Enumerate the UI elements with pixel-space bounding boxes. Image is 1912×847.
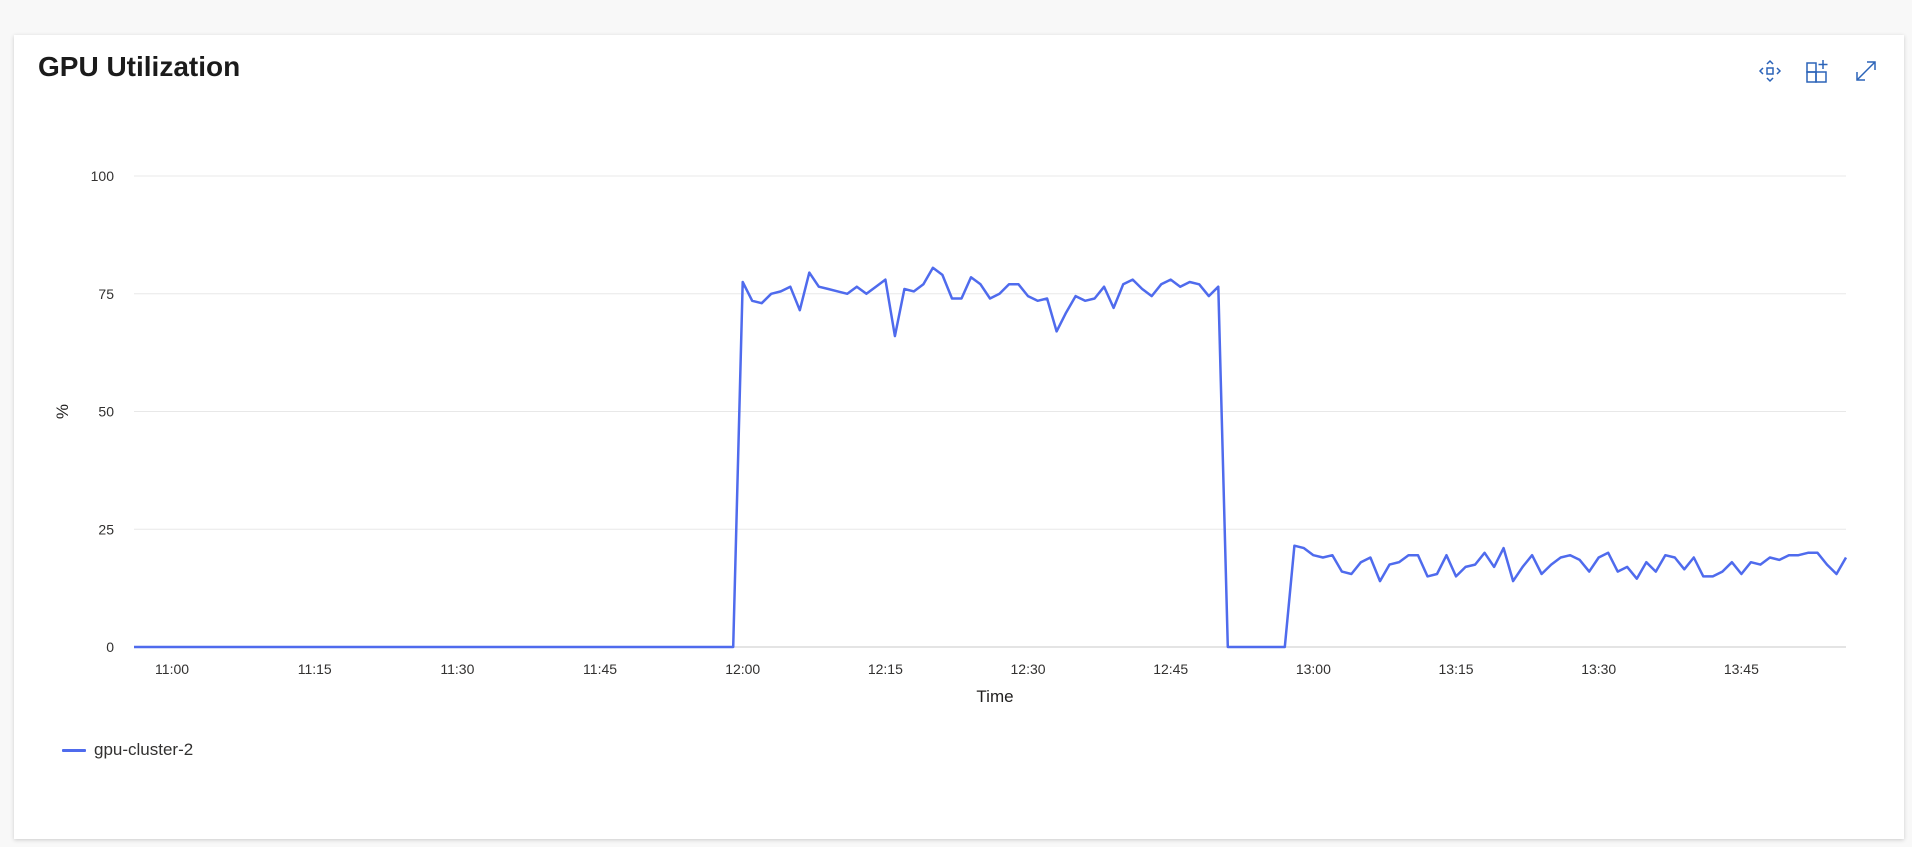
x-tick-label: 13:45 (1724, 661, 1759, 677)
x-tick-label: 13:30 (1581, 661, 1616, 677)
add-to-dashboard-button[interactable] (1802, 55, 1834, 87)
y-tick-label: 50 (98, 404, 114, 420)
y-tick-label: 25 (98, 521, 114, 537)
x-tick-label: 13:00 (1296, 661, 1331, 677)
chart-card: GPU Utilization (14, 35, 1904, 839)
y-tick-label: 75 (98, 286, 114, 302)
x-tick-label: 11:00 (155, 661, 189, 677)
legend-label[interactable]: gpu-cluster-2 (94, 740, 194, 759)
x-tick-label: 11:30 (440, 661, 474, 677)
line-chart: 0 25 50 75 100 11:00 11:15 11:30 11:45 12:00 12:15… (53, 168, 1848, 706)
x-tick-label: 12:45 (1153, 661, 1188, 677)
move-icon (1758, 59, 1782, 83)
legend: gpu-cluster-2 (62, 740, 193, 760)
expand-icon (1856, 61, 1876, 81)
chart-toolbar (1754, 55, 1882, 87)
move-button[interactable] (1754, 55, 1786, 87)
add-to-dashboard-icon (1806, 60, 1828, 83)
x-tick-label: 12:30 (1011, 661, 1046, 677)
x-tick-label: 12:00 (725, 661, 760, 677)
y-axis-title: % (53, 404, 72, 419)
x-axis-title: Time (976, 687, 1013, 706)
expand-button[interactable] (1850, 55, 1882, 87)
x-tick-label: 12:15 (868, 661, 903, 677)
y-tick-label: 0 (106, 639, 114, 655)
chart-title: GPU Utilization (38, 51, 241, 82)
y-tick-label: 100 (91, 168, 115, 184)
series-line (134, 266, 1848, 649)
x-tick-label: 13:15 (1439, 661, 1474, 677)
x-tick-label: 11:45 (583, 661, 617, 677)
legend-swatch (62, 748, 86, 752)
x-tick-label: 11:15 (298, 661, 332, 677)
